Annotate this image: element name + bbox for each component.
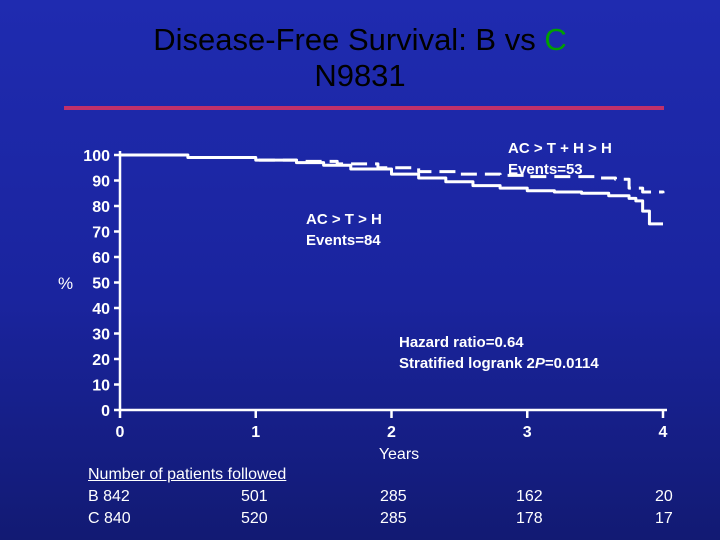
y-tick-label: 40 [92, 301, 110, 318]
y-tick-label: 50 [92, 276, 110, 293]
slide-title: Disease-Free Survival: B vs C N9831 [0, 22, 720, 94]
y-tick-label: 90 [92, 174, 110, 191]
annotation-arm-c-line-2: Events=53 [508, 161, 583, 178]
patients-followed-row: C 840 520 285 178 17 [88, 508, 718, 530]
annotation-arm-b-line-2: Events=84 [306, 232, 381, 249]
series-line-ac-t-h-h [120, 153, 665, 194]
title-accent: C [544, 22, 567, 57]
patients-followed-table: Number of patients followed B 842 501 285 1… [88, 464, 718, 530]
patients-followed-count: 501 [241, 488, 268, 505]
chart-axes [118, 151, 667, 412]
x-axis-ticks: 0 1 2 3 4 [116, 410, 668, 441]
annotation-arm-b-line-1: AC > T > H [306, 211, 382, 228]
patients-followed-heading: Number of patients followed [88, 466, 287, 483]
annotation-arm-c-line-1: AC > T + H > H [508, 140, 612, 157]
y-tick-label: 30 [92, 327, 110, 344]
patients-followed-row: B 842 501 285 162 20 [88, 486, 718, 508]
patients-followed-count: 20 [655, 488, 673, 505]
patients-followed-count: 285 [380, 510, 407, 527]
patients-followed-count: 162 [516, 488, 543, 505]
chart-annotations: AC > T + H > H Events=53 AC > T > H Events=… [306, 140, 612, 372]
patients-followed-arm-label: B 842 [88, 488, 130, 505]
y-tick-label: 0 [101, 403, 110, 420]
patients-followed-arm-label: C 840 [88, 510, 131, 527]
annotation-hazard-ratio-line-1: Hazard ratio=0.64 [399, 334, 524, 351]
annotation-hazard-ratio-line-2: Stratified logrank 2P=0.0114 [399, 355, 599, 372]
patients-followed-count: 17 [655, 510, 673, 527]
series-line-ac-t-h [120, 153, 663, 226]
x-tick-label: 3 [523, 424, 532, 441]
y-axis-label: % [58, 274, 73, 293]
title-line-2: N9831 [314, 58, 406, 93]
y-tick-label: 100 [83, 148, 110, 165]
x-tick-label: 0 [116, 424, 125, 441]
y-tick-label: 60 [92, 250, 110, 267]
patients-followed-count: 285 [380, 488, 407, 505]
y-axis-ticks: 0 10 20 30 40 50 60 70 80 90 100 [83, 148, 120, 420]
title-line-1: Disease-Free Survival: B vs C [0, 22, 720, 58]
x-tick-label: 2 [387, 424, 396, 441]
y-tick-label: 20 [92, 352, 110, 369]
y-tick-label: 70 [92, 225, 110, 242]
y-tick-label: 10 [92, 378, 110, 395]
title-prefix: Disease-Free Survival: B vs [153, 22, 545, 57]
patients-followed-count: 178 [516, 510, 543, 527]
x-axis-label: Years [379, 446, 419, 463]
x-tick-label: 4 [659, 424, 668, 441]
y-tick-label: 80 [92, 199, 110, 216]
x-tick-label: 1 [251, 424, 260, 441]
patients-followed-count: 520 [241, 510, 268, 527]
title-underline-rule [64, 106, 664, 110]
survival-curves [120, 153, 665, 226]
